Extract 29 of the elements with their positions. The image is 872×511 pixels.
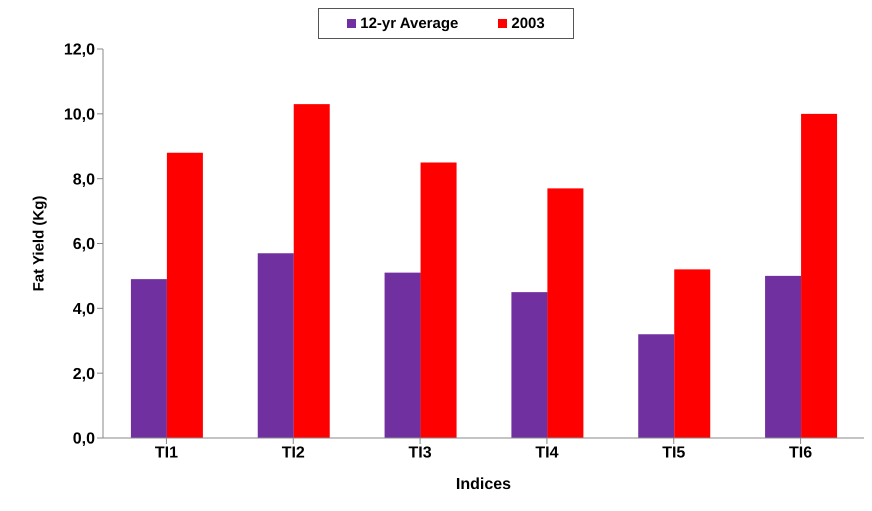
bar <box>166 152 203 438</box>
x-tick-label: TI5 <box>662 444 686 462</box>
y-axis-title: Fat Yield (Kg) <box>30 196 48 292</box>
bar <box>130 279 167 438</box>
y-tick-label: 4,0 <box>72 301 96 318</box>
bar <box>511 292 548 438</box>
x-axis-title: Indices <box>456 476 512 493</box>
x-tick-label: TI1 <box>154 444 178 462</box>
y-tick-label: 2,0 <box>72 366 96 383</box>
y-tick-label: 10,0 <box>64 106 96 124</box>
bar <box>547 188 584 438</box>
bar <box>765 276 802 438</box>
bar <box>638 334 674 438</box>
y-tick-label: 12,0 <box>64 42 96 59</box>
y-tick-label: 8,0 <box>72 171 96 188</box>
x-tick-label: TI4 <box>535 444 559 462</box>
x-tick-label: TI3 <box>408 444 432 462</box>
bar <box>258 253 294 438</box>
bar <box>801 114 838 438</box>
y-tick-label: 0,0 <box>72 430 96 448</box>
legend-label: 12-yr Average <box>359 15 458 32</box>
bar <box>384 272 421 438</box>
bar <box>294 104 330 438</box>
bar <box>674 269 710 438</box>
x-tick-label: TI2 <box>282 444 305 462</box>
y-tick-label: 6,0 <box>72 236 96 254</box>
legend-label: 2003 <box>510 15 545 32</box>
bar <box>420 162 457 438</box>
x-tick-label: TI6 <box>789 444 812 462</box>
